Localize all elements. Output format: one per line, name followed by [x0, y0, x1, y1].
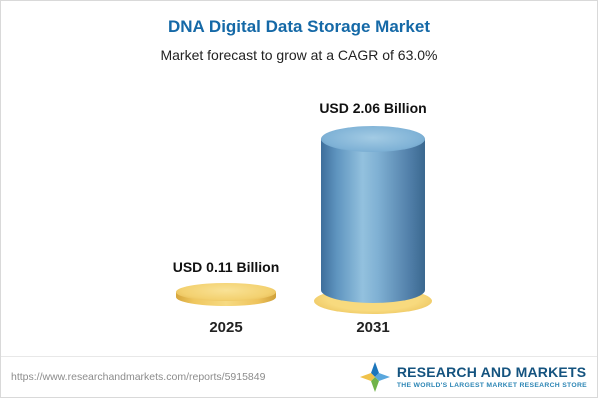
bar-2025-cylinder [176, 283, 276, 310]
chart-subtitle: Market forecast to grow at a CAGR of 63.… [160, 47, 438, 63]
x-axis-label-2031: 2031 [356, 319, 390, 336]
brand-text-block: RESEARCH AND MARKETS THE WORLD'S LARGEST… [396, 363, 587, 390]
report-url: https://www.researchandmarkets.com/repor… [11, 371, 266, 383]
brand-name: RESEARCH AND MARKETS [396, 363, 587, 380]
chart-title: DNA Digital Data Storage Market [168, 17, 430, 36]
research-and-markets-logo-icon [359, 362, 390, 392]
brand-tagline: THE WORLD'S LARGEST MARKET RESEARCH STOR… [396, 381, 587, 389]
footer: https://www.researchandmarkets.com/repor… [1, 356, 597, 397]
bar-2025-top-ellipse [176, 283, 276, 301]
value-label-2025: USD 0.11 Billion [172, 259, 280, 275]
bar-2031-cylinder [314, 126, 432, 314]
value-label-2031: USD 2.06 Billion [319, 100, 427, 116]
bar-2031-body [321, 139, 425, 303]
bar-2031-top-ellipse [321, 126, 425, 152]
research-and-markets-logo: RESEARCH AND MARKETS THE WORLD'S LARGEST… [359, 362, 587, 392]
x-axis-label-2025: 2025 [209, 319, 243, 336]
